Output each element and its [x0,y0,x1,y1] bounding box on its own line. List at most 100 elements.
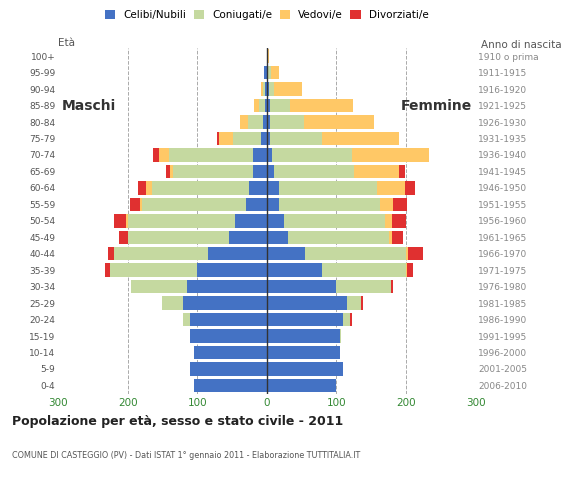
Bar [391,280,393,293]
Bar [361,296,363,310]
Bar [187,280,267,293]
Bar [392,230,403,244]
Bar [162,296,183,310]
Bar [389,230,392,244]
Bar [399,165,405,178]
Text: Popolazione per età, sesso e stato civile - 2011: Popolazione per età, sesso e stato civil… [12,415,343,428]
Text: Anno di nascita: Anno di nascita [481,40,562,50]
Bar [219,132,233,145]
Bar [274,83,302,96]
Bar [131,280,187,293]
Bar [208,247,267,261]
Bar [166,165,170,178]
Bar [267,214,284,228]
Bar [267,264,322,277]
Bar [190,313,267,326]
Bar [267,165,274,178]
Bar [270,132,322,145]
Bar [267,49,269,63]
Bar [267,66,268,79]
Bar [336,280,391,293]
Bar [267,99,270,112]
Bar [217,132,219,145]
Bar [190,329,267,343]
Bar [128,230,229,244]
Bar [267,181,280,194]
Bar [270,115,304,129]
Bar [267,148,273,162]
Bar [393,198,407,211]
Bar [264,99,267,112]
Bar [405,181,415,194]
Bar [268,66,271,79]
Bar [280,198,380,211]
Bar [169,148,253,162]
Bar [273,148,353,162]
Bar [173,165,253,178]
Bar [264,66,267,79]
Bar [248,115,263,129]
Bar [263,115,267,129]
Bar [153,148,159,162]
Bar [183,313,190,326]
Bar [274,165,354,178]
Bar [406,247,408,261]
Bar [146,181,152,194]
Bar [233,132,261,145]
Bar [267,115,270,129]
Bar [130,198,140,211]
Bar [350,313,351,326]
Bar [377,181,405,194]
Legend: Celibi/Nubili, Coniugati/e, Vedovi/e, Divorziati/e: Celibi/Nubili, Coniugati/e, Vedovi/e, Di… [104,10,429,20]
Bar [140,198,142,211]
Bar [263,83,266,96]
Bar [288,230,389,244]
Bar [347,296,361,310]
Bar [119,230,128,244]
Bar [280,181,377,194]
Bar [253,165,267,178]
Bar [322,264,406,277]
Bar [267,296,347,310]
Bar [126,214,128,228]
Text: Maschi: Maschi [61,98,116,113]
Bar [408,247,423,261]
Bar [246,198,267,211]
Bar [170,165,173,178]
Bar [253,99,259,112]
Bar [114,214,126,228]
Bar [108,247,114,261]
Bar [271,66,280,79]
Bar [235,214,267,228]
Bar [385,214,392,228]
Text: Età: Età [58,38,75,48]
Bar [261,132,267,145]
Bar [190,362,267,376]
Bar [269,83,274,96]
Bar [261,83,263,96]
Bar [267,132,270,145]
Bar [194,379,267,392]
Bar [380,198,393,211]
Bar [128,214,235,228]
Bar [229,230,267,244]
Bar [267,198,280,211]
Bar [267,280,336,293]
Bar [353,148,429,162]
Bar [305,247,406,261]
Bar [267,230,288,244]
Text: Femmine: Femmine [401,98,472,113]
Bar [142,198,246,211]
Bar [267,313,343,326]
Bar [197,264,267,277]
Bar [267,346,340,359]
Bar [343,313,350,326]
Bar [194,346,267,359]
Bar [267,83,269,96]
Bar [240,115,248,129]
Bar [304,115,374,129]
Bar [267,329,340,343]
Bar [284,214,385,228]
Bar [138,181,146,194]
Bar [354,165,399,178]
